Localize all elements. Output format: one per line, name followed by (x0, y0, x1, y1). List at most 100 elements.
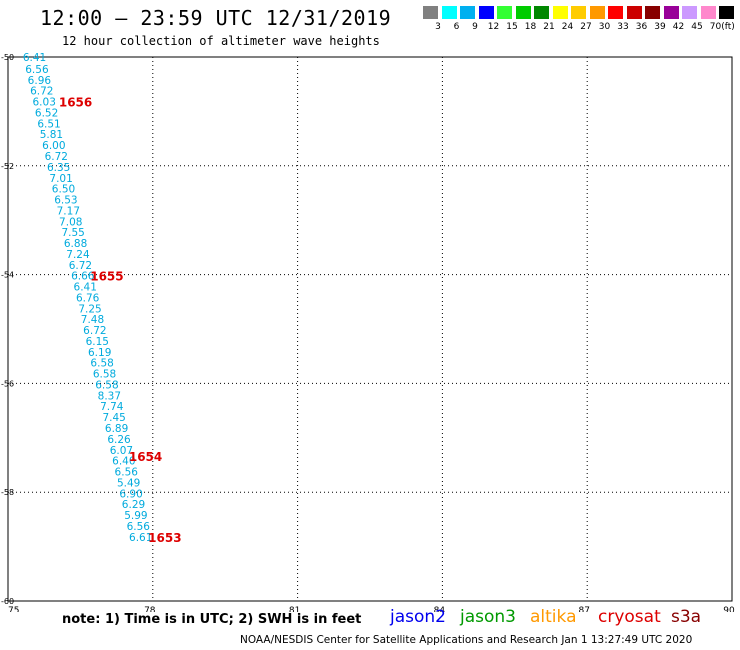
wave-height-label: 6.35 (47, 162, 70, 174)
wave-height-label: 6.90 (119, 488, 142, 500)
x-tick-label: 78 (144, 606, 156, 612)
wave-height-label: 6.58 (90, 358, 113, 370)
wave-height-label: 7.55 (61, 227, 84, 239)
wave-height-label: 6.61 (129, 532, 152, 544)
wave-height-label: 7.74 (100, 401, 124, 413)
wave-height-label: 6.40 (112, 456, 135, 468)
wave-height-label: 5.49 (117, 477, 140, 489)
satellite-altika: altika (530, 607, 577, 627)
time-label: 1654 (129, 450, 162, 464)
chart-title: 12:00 – 23:59 UTC 12/31/2019 (40, 6, 392, 30)
footer-note: note: 1) Time is in UTC; 2) SWH is in fe… (62, 612, 362, 627)
wave-height-label: 6.52 (35, 107, 58, 119)
legend-swatch (570, 5, 587, 20)
time-label: 1653 (148, 531, 181, 545)
y-tick-label: -50 (1, 53, 14, 62)
wave-height-label: 6.19 (88, 347, 111, 359)
wave-height-label: 6.76 (76, 292, 100, 304)
wave-height-label: 6.56 (25, 64, 49, 76)
legend-label: 33 (617, 22, 629, 32)
legend-swatch (533, 5, 550, 20)
wave-height-label: 6.66 (71, 271, 95, 283)
wave-height-label: 7.08 (59, 216, 82, 228)
y-tick-label: -58 (1, 488, 14, 497)
wave-height-label: 6.96 (28, 75, 52, 87)
wave-height-label: 8.37 (98, 390, 121, 402)
legend-label: 9 (472, 22, 478, 32)
legend-label: 3 (435, 22, 441, 32)
legend-swatch (625, 5, 643, 20)
wave-height-label: 6.53 (54, 195, 77, 207)
wave-height-label: 6.72 (30, 86, 53, 98)
x-tick-label: 84 (434, 606, 446, 612)
credit-line: NOAA/NESDIS Center for Satellite Applica… (240, 634, 693, 646)
wave-height-label: 6.88 (64, 238, 87, 250)
wave-height-label: 5.81 (40, 129, 63, 141)
time-label: 1656 (59, 96, 92, 110)
legend-label: 70 (709, 22, 722, 32)
y-tick-label: -56 (1, 379, 14, 388)
legend-label: 12 (487, 22, 500, 32)
legend-label: 6 (453, 22, 460, 32)
x-tick-label: 87 (578, 606, 589, 612)
x-tick-label: 75 (8, 606, 19, 612)
wave-height-label: 6.72 (45, 151, 68, 163)
chart-subtitle: 12 hour collection of altimeter wave hei… (62, 34, 380, 48)
wave-height-label: 6.56 (115, 467, 139, 479)
legend-label: 27 (580, 22, 592, 32)
legend-swatch (440, 5, 458, 20)
wave-height-label: 6.72 (69, 260, 92, 272)
wave-height-label: 6.56 (127, 521, 151, 533)
wave-height-label: 6.58 (93, 369, 116, 381)
legend-label: 36 (635, 22, 648, 32)
wave-height-label: 6.15 (86, 336, 109, 348)
wave-height-label: 6.29 (122, 499, 145, 511)
wave-height-label: 6.41 (74, 282, 97, 294)
wave-height-label: 7.24 (66, 249, 90, 261)
wave-height-label: 6.72 (83, 325, 106, 337)
x-tick-label: 90 (723, 606, 735, 612)
satellite-jason3: jason3 (460, 607, 516, 627)
wave-height-label: 7.01 (49, 173, 72, 185)
legend-swatch (514, 5, 532, 20)
wave-height-label: 6.00 (42, 140, 65, 152)
wave-height-label: 6.89 (105, 423, 128, 435)
satellite-jason2: jason2 (390, 607, 446, 627)
legend-label: 24 (561, 22, 574, 32)
wave-height-label: 6.07 (110, 445, 133, 457)
wave-height-label: 6.58 (95, 379, 118, 391)
legend-swatch (644, 5, 661, 20)
time-label: 1655 (90, 270, 123, 284)
wave-height-label: 7.48 (81, 314, 104, 326)
wave-height-label: 7.17 (57, 205, 80, 217)
legend-unit: (ft) (721, 22, 735, 32)
legend-swatch (718, 5, 735, 20)
legend-label: 15 (506, 22, 518, 32)
legend-swatch (662, 5, 680, 20)
satellite-s3a: s3a (671, 607, 702, 627)
legend-swatch (699, 5, 717, 20)
wave-height-label: 6.41 (23, 52, 46, 64)
altimeter-map: 75 78 81 84 87 90-50-52-54-56-58-606.416.566.… (1, 52, 735, 612)
legend-swatch (681, 5, 698, 20)
legend-label: 39 (654, 22, 666, 32)
legend-swatch (588, 5, 606, 20)
legend-swatch (459, 5, 476, 20)
legend-label: 45 (691, 22, 703, 32)
legend-swatch (607, 5, 624, 20)
legend-label: 18 (524, 22, 537, 32)
satellite-cryosat: cryosat (598, 607, 661, 627)
legend-swatch (496, 5, 513, 20)
plot-frame (7, 56, 733, 602)
legend-label: 42 (672, 22, 685, 32)
wave-height-label: 6.50 (52, 184, 75, 196)
wave-height-label: 7.45 (102, 412, 125, 424)
color-legend: 3 6 9 12 15 18 21 24 27 30 33 36 39 42 45 70 (ft) (422, 5, 738, 35)
wave-height-label: 5.99 (124, 510, 147, 522)
wave-height-label: 6.03 (33, 97, 56, 109)
wave-height-label: 7.25 (78, 303, 101, 315)
legend-swatch (551, 5, 569, 20)
legend-swatch (477, 5, 495, 20)
y-tick-label: -54 (1, 271, 14, 280)
x-tick-label: 81 (289, 606, 300, 612)
